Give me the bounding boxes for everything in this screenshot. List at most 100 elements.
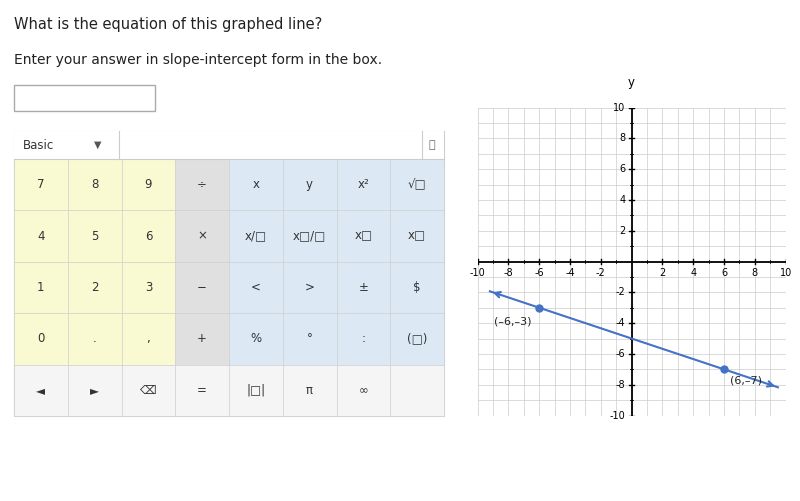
Text: (□): (□): [407, 332, 427, 345]
Text: (–6,–3): (–6,–3): [494, 317, 531, 327]
Text: -2: -2: [596, 269, 606, 279]
Text: 9: 9: [145, 178, 152, 191]
Text: ►: ►: [90, 384, 99, 397]
Bar: [175, 365, 229, 416]
Text: π: π: [306, 384, 313, 397]
Text: What is the equation of this graphed line?: What is the equation of this graphed lin…: [14, 17, 322, 32]
Bar: [229, 313, 282, 365]
Text: ⓘ: ⓘ: [428, 140, 435, 150]
Text: -10: -10: [470, 269, 486, 279]
Bar: [337, 210, 390, 262]
Text: 10: 10: [613, 103, 626, 113]
Bar: [337, 313, 390, 365]
Text: x: x: [252, 178, 259, 191]
Bar: [122, 262, 175, 313]
Text: 5: 5: [91, 229, 98, 242]
Bar: [229, 159, 282, 210]
Bar: [337, 262, 390, 313]
Text: y: y: [306, 178, 313, 191]
Text: 4: 4: [690, 269, 696, 279]
Bar: [68, 159, 122, 210]
Bar: [68, 210, 122, 262]
Bar: [175, 159, 229, 210]
Bar: [282, 365, 337, 416]
Text: 2: 2: [91, 281, 98, 294]
Bar: [14, 365, 68, 416]
Bar: [175, 210, 229, 262]
Text: −: −: [197, 281, 207, 294]
Text: .: .: [93, 332, 97, 345]
Text: ,: ,: [146, 332, 150, 345]
Text: |□|: |□|: [246, 384, 266, 397]
Text: 1: 1: [37, 281, 45, 294]
Bar: [229, 262, 282, 313]
Bar: [14, 262, 68, 313]
Text: 0: 0: [37, 332, 45, 345]
Text: x/□: x/□: [245, 229, 267, 242]
Bar: [122, 210, 175, 262]
Bar: [390, 210, 444, 262]
Bar: [68, 313, 122, 365]
Text: 6: 6: [721, 269, 727, 279]
Bar: [122, 365, 175, 416]
Text: -6: -6: [616, 349, 626, 359]
Text: :: :: [362, 332, 366, 345]
Text: y: y: [628, 76, 635, 89]
Text: 6: 6: [145, 229, 152, 242]
Text: 3: 3: [145, 281, 152, 294]
Bar: [14, 210, 68, 262]
Text: =: =: [197, 384, 207, 397]
Bar: [282, 262, 337, 313]
Bar: [337, 159, 390, 210]
Text: >: >: [305, 281, 314, 294]
Text: x²: x²: [358, 178, 370, 191]
Text: x□: x□: [354, 229, 373, 242]
Bar: [122, 313, 175, 365]
Bar: [390, 159, 444, 210]
Bar: [337, 365, 390, 416]
Bar: [390, 262, 444, 313]
Text: -2: -2: [616, 287, 626, 297]
Text: ∞: ∞: [358, 384, 368, 397]
Text: ◄: ◄: [36, 384, 46, 397]
Text: -4: -4: [616, 318, 626, 328]
Text: %: %: [250, 332, 262, 345]
Bar: [175, 262, 229, 313]
Text: -6: -6: [534, 269, 544, 279]
Bar: [282, 159, 337, 210]
Bar: [68, 262, 122, 313]
Text: 7: 7: [37, 178, 45, 191]
Text: 2: 2: [619, 226, 626, 236]
Bar: [390, 313, 444, 365]
Text: ±: ±: [358, 281, 368, 294]
Text: 4: 4: [619, 195, 626, 205]
Text: ÷: ÷: [197, 178, 207, 191]
Text: x□/□: x□/□: [293, 229, 326, 242]
Bar: [282, 210, 337, 262]
Bar: [282, 313, 337, 365]
Text: 8: 8: [91, 178, 98, 191]
Text: -8: -8: [503, 269, 514, 279]
Bar: [175, 313, 229, 365]
Text: Enter your answer in slope-intercept form in the box.: Enter your answer in slope-intercept for…: [14, 53, 382, 67]
Text: Basic: Basic: [23, 138, 54, 151]
Bar: [14, 131, 444, 159]
Text: -10: -10: [610, 410, 626, 420]
Bar: [14, 313, 68, 365]
Text: x□: x□: [408, 229, 426, 242]
Text: 2: 2: [659, 269, 666, 279]
Text: -4: -4: [565, 269, 575, 279]
Bar: [229, 210, 282, 262]
Bar: [14, 159, 68, 210]
Text: 4: 4: [37, 229, 45, 242]
Text: $: $: [414, 281, 421, 294]
Text: +: +: [197, 332, 207, 345]
Bar: [229, 365, 282, 416]
Text: 8: 8: [752, 269, 758, 279]
Text: 8: 8: [619, 133, 626, 143]
Text: √□: √□: [408, 178, 426, 191]
Bar: [390, 365, 444, 416]
Bar: [68, 365, 122, 416]
Text: <: <: [251, 281, 261, 294]
Text: ▼: ▼: [94, 140, 102, 150]
